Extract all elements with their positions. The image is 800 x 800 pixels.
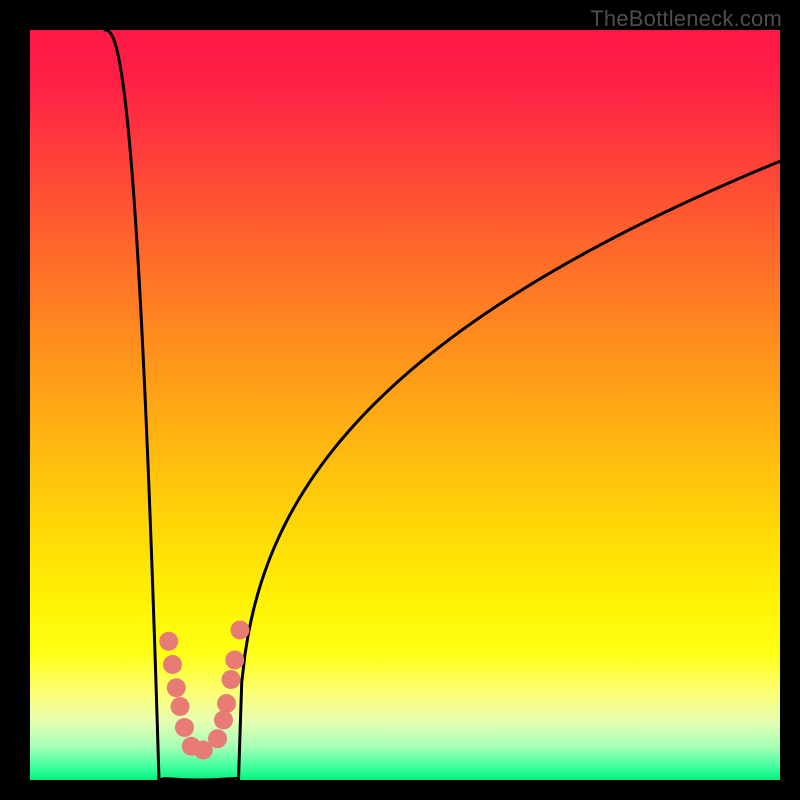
data-marker: [171, 697, 190, 716]
bottleneck-curve: [105, 30, 780, 780]
watermark-text: TheBottleneck.com: [590, 6, 782, 32]
data-marker: [175, 718, 194, 737]
data-marker: [163, 655, 182, 674]
chart-stage: TheBottleneck.com: [0, 0, 800, 800]
data-marker: [159, 632, 178, 651]
data-marker: [214, 711, 233, 730]
data-marker: [225, 651, 244, 670]
curve-layer: [30, 30, 780, 780]
plot-area: [30, 30, 780, 780]
data-marker: [208, 729, 227, 748]
data-marker: [231, 621, 250, 640]
data-marker: [217, 694, 236, 713]
data-marker: [167, 678, 186, 697]
data-marker: [222, 670, 241, 689]
